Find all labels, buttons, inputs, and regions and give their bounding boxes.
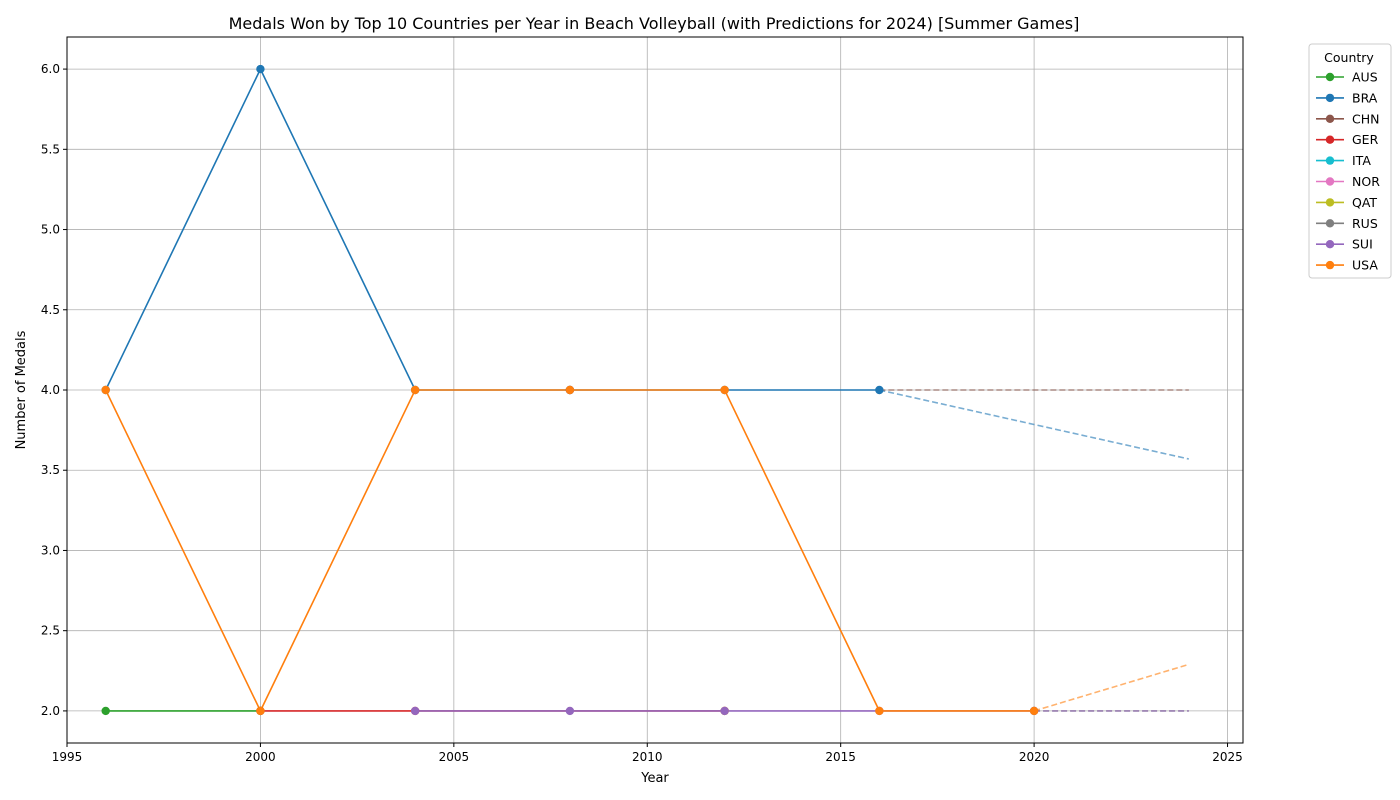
prediction-line-usa xyxy=(1033,663,1190,712)
legend-label-chn: CHN xyxy=(1352,111,1379,126)
legend-marker-nor xyxy=(1325,177,1335,186)
x-tick-label: 2010 xyxy=(632,750,663,764)
y-tick-label: 5.0 xyxy=(41,223,60,237)
legend-label-rus: RUS xyxy=(1352,216,1378,231)
legend-label-qat: QAT xyxy=(1352,195,1377,210)
data-point-usa xyxy=(101,385,110,395)
legend-marker-rus xyxy=(1325,219,1335,228)
legend-label-sui: SUI xyxy=(1352,237,1373,252)
prediction-line-bra xyxy=(879,389,1190,460)
y-axis-ticks: 2.0 2.5 3.0 3.5 4.0 4.5 5.0 5.5 6.0 xyxy=(41,62,67,718)
legend-label-ger: GER xyxy=(1352,132,1379,147)
x-axis-ticks: 1995 2000 2005 2010 2015 2020 2025 xyxy=(52,743,1243,764)
legend-label-nor: NOR xyxy=(1352,174,1380,189)
y-tick-label: 6.0 xyxy=(41,62,60,76)
data-point-usa xyxy=(875,706,884,716)
data-point-sui xyxy=(410,706,420,716)
legend-label-aus: AUS xyxy=(1352,70,1378,85)
legend: Country AUS BRA CHN GER ITA NOR QAT RUS SUI USA xyxy=(1308,43,1392,279)
x-tick-label: 1995 xyxy=(52,750,83,764)
data-point-aus xyxy=(101,706,110,716)
data-point-sui xyxy=(565,706,575,716)
x-tick-label: 2005 xyxy=(439,750,470,764)
x-tick-label: 2020 xyxy=(1019,750,1050,764)
legend-title: Country xyxy=(1324,50,1374,65)
data-point-usa xyxy=(720,385,729,395)
x-axis-label: Year xyxy=(640,771,669,786)
x-tick-label: 2015 xyxy=(825,750,856,764)
y-tick-label: 3.5 xyxy=(41,463,60,477)
legend-marker-usa xyxy=(1325,260,1335,270)
y-axis-label: Number of Medals xyxy=(14,330,29,449)
legend-label-usa: USA xyxy=(1352,258,1378,273)
series-points xyxy=(101,64,1039,716)
data-point-sui xyxy=(720,706,729,716)
data-point-bra xyxy=(875,385,884,395)
y-tick-label: 4.5 xyxy=(41,303,60,317)
y-tick-label: 2.5 xyxy=(41,624,60,638)
legend-marker-ita xyxy=(1325,156,1335,165)
data-point-bra xyxy=(256,64,265,74)
legend-marker-aus xyxy=(1325,72,1335,82)
prediction-lines xyxy=(879,389,1190,712)
legend-marker-chn xyxy=(1325,114,1335,124)
chart-title: Medals Won by Top 10 Countries per Year … xyxy=(229,14,1080,33)
data-point-usa xyxy=(410,385,420,395)
y-tick-label: 3.0 xyxy=(41,543,60,557)
legend-label-ita: ITA xyxy=(1352,153,1371,168)
legend-marker-ger xyxy=(1325,135,1335,144)
y-tick-label: 4.0 xyxy=(41,383,60,397)
legend-marker-sui xyxy=(1325,240,1335,249)
x-tick-label: 2000 xyxy=(245,750,276,764)
legend-marker-bra xyxy=(1325,93,1335,103)
y-tick-label: 5.5 xyxy=(41,142,60,156)
y-tick-label: 2.0 xyxy=(41,704,60,718)
legend-label-bra: BRA xyxy=(1352,90,1378,105)
x-tick-label: 2025 xyxy=(1212,750,1243,764)
data-point-usa xyxy=(256,706,265,716)
data-point-usa xyxy=(1029,706,1039,716)
data-point-usa xyxy=(565,385,575,395)
legend-marker-qat xyxy=(1325,198,1335,207)
